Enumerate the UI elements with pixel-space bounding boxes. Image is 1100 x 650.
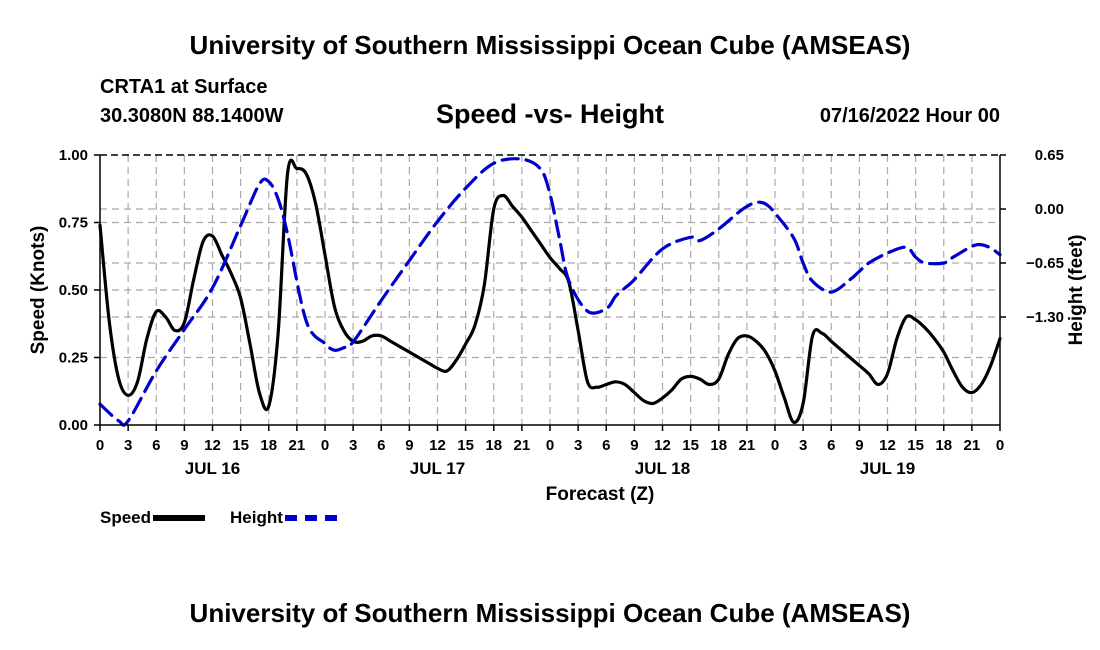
x-tick-label: 9 bbox=[180, 437, 188, 454]
y-tick-label: 0.75 bbox=[59, 215, 88, 232]
x-tick-label: 3 bbox=[574, 437, 582, 454]
x-tick-label: 15 bbox=[457, 437, 474, 454]
chart-subtitle: Speed -vs- Height bbox=[435, 99, 665, 129]
x-tick-label: 9 bbox=[855, 437, 863, 454]
x-tick-label: 12 bbox=[429, 437, 446, 454]
x-tick-label: 18 bbox=[260, 437, 277, 454]
axes: 0 3 6 9 12 15 18 21 0 3 6 9 12 15 18 21 0 3 6 9 12 15 18 21 0 3 6 9… bbox=[28, 147, 1087, 505]
x-tick-label: 0 bbox=[996, 437, 1004, 454]
station-label: CRTA1 at Surface bbox=[100, 76, 268, 98]
y-axis-title: Speed (Knots) bbox=[28, 226, 49, 355]
legend-height-label: Height bbox=[230, 508, 283, 527]
x-tick-label: 12 bbox=[204, 437, 221, 454]
day-label: JUL 16 bbox=[185, 459, 240, 478]
x-tick-label: 6 bbox=[602, 437, 610, 454]
y-tick-label: 0.25 bbox=[59, 350, 88, 367]
y2-tick-label: 0.65 bbox=[1035, 147, 1064, 164]
legend-speed-swatch bbox=[153, 515, 206, 521]
x-tick-label: 3 bbox=[124, 437, 132, 454]
x-tick-label: 15 bbox=[907, 437, 924, 454]
day-label: JUL 17 bbox=[410, 459, 465, 478]
x-tick-label: 0 bbox=[96, 437, 104, 454]
x-tick-label: 21 bbox=[514, 437, 531, 454]
y2-axis-title: Height (feet) bbox=[1066, 235, 1087, 346]
x-tick-label: 9 bbox=[630, 437, 638, 454]
y2-tick-label: −1.30 bbox=[1026, 309, 1064, 326]
x-tick-label: 18 bbox=[935, 437, 952, 454]
x-tick-label: 15 bbox=[682, 437, 699, 454]
x-tick-label: 0 bbox=[321, 437, 329, 454]
x-tick-label: 15 bbox=[232, 437, 249, 454]
x-tick-label: 6 bbox=[152, 437, 160, 454]
grid bbox=[100, 155, 1000, 425]
day-label: JUL 19 bbox=[860, 459, 915, 478]
legend-height-swatch bbox=[284, 515, 337, 521]
x-tick-label: 12 bbox=[879, 437, 896, 454]
x-tick-label: 18 bbox=[710, 437, 727, 454]
x-tick-label: 0 bbox=[771, 437, 779, 454]
x-axis-title: Forecast (Z) bbox=[546, 484, 655, 505]
x-tick-label: 21 bbox=[289, 437, 306, 454]
y-tick-label: 0.50 bbox=[59, 282, 88, 299]
y-tick-label: 0.00 bbox=[59, 417, 88, 434]
series-speed-line bbox=[98, 158, 1002, 424]
series-height-line bbox=[98, 157, 1002, 427]
x-tick-label: 3 bbox=[349, 437, 357, 454]
x-tick-label: 12 bbox=[654, 437, 671, 454]
legend-item-speed: Speed bbox=[100, 508, 206, 528]
y2-tick-label: −0.65 bbox=[1026, 255, 1064, 272]
chart-title: University of Southern Mississippi Ocean… bbox=[189, 30, 911, 60]
x-tick-label: 18 bbox=[485, 437, 502, 454]
station-coordinates: 30.3080N 88.1400W bbox=[100, 105, 284, 127]
y2-tick-label: 0.00 bbox=[1035, 201, 1064, 218]
legend-item-height: Height bbox=[230, 508, 337, 528]
forecast-datetime: 07/16/2022 Hour 00 bbox=[819, 105, 1000, 127]
x-tick-label: 6 bbox=[827, 437, 835, 454]
footer-title: University of Southern Mississippi Ocean… bbox=[189, 598, 911, 628]
x-tick-label: 21 bbox=[964, 437, 981, 454]
series-layer bbox=[98, 157, 1002, 427]
day-label: JUL 18 bbox=[635, 459, 690, 478]
x-tick-label: 0 bbox=[546, 437, 554, 454]
legend-speed-label: Speed bbox=[100, 508, 152, 527]
x-tick-label: 9 bbox=[405, 437, 413, 454]
x-tick-label: 21 bbox=[739, 437, 756, 454]
y-tick-label: 1.00 bbox=[59, 147, 88, 164]
x-tick-label: 3 bbox=[799, 437, 807, 454]
x-tick-label: 6 bbox=[377, 437, 385, 454]
